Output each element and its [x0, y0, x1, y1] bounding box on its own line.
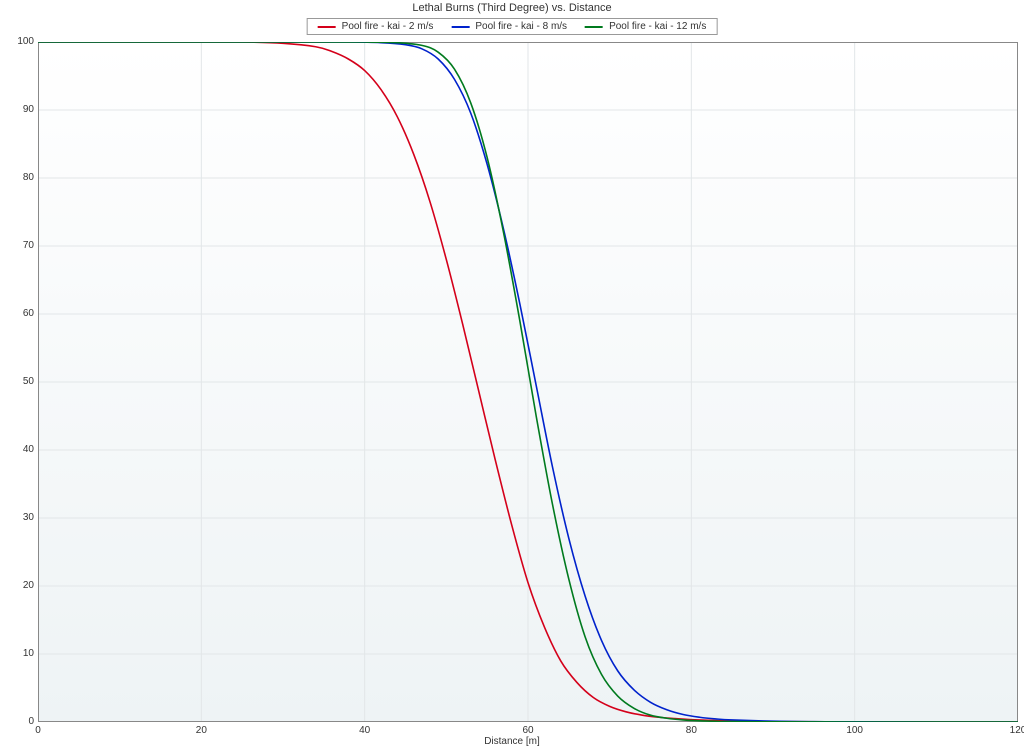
chart-title: Lethal Burns (Third Degree) vs. Distance — [0, 2, 1024, 14]
legend-item: Pool fire - kai - 8 m/s — [451, 21, 567, 32]
y-tick-label: 0 — [14, 716, 34, 727]
y-tick-label: 80 — [14, 172, 34, 183]
x-tick-label: 80 — [681, 725, 701, 736]
x-tick-label: 60 — [518, 725, 538, 736]
legend-swatch-icon — [318, 26, 336, 28]
plot-svg — [38, 42, 1018, 722]
legend-label: Pool fire - kai - 8 m/s — [475, 21, 567, 32]
legend-item: Pool fire - kai - 12 m/s — [585, 21, 706, 32]
y-tick-label: 100 — [14, 36, 34, 47]
chart-container: Lethal Burns (Third Degree) vs. Distance… — [0, 0, 1024, 749]
legend-item: Pool fire - kai - 2 m/s — [318, 21, 434, 32]
legend-label: Pool fire - kai - 12 m/s — [609, 21, 706, 32]
plot-area — [38, 42, 1018, 722]
y-tick-label: 60 — [14, 308, 34, 319]
legend-swatch-icon — [585, 26, 603, 28]
y-tick-label: 30 — [14, 512, 34, 523]
x-tick-label: 100 — [845, 725, 865, 736]
legend-swatch-icon — [451, 26, 469, 28]
legend-label: Pool fire - kai - 2 m/s — [342, 21, 434, 32]
chart-legend: Pool fire - kai - 2 m/s Pool fire - kai … — [307, 18, 718, 35]
y-tick-label: 90 — [14, 104, 34, 115]
y-tick-label: 40 — [14, 444, 34, 455]
x-tick-label: 20 — [191, 725, 211, 736]
y-tick-label: 20 — [14, 580, 34, 591]
x-axis-label: Distance [m] — [0, 736, 1024, 747]
y-tick-label: 10 — [14, 648, 34, 659]
x-tick-label: 40 — [355, 725, 375, 736]
y-tick-label: 50 — [14, 376, 34, 387]
y-tick-label: 70 — [14, 240, 34, 251]
x-tick-label: 120 — [1008, 725, 1024, 736]
